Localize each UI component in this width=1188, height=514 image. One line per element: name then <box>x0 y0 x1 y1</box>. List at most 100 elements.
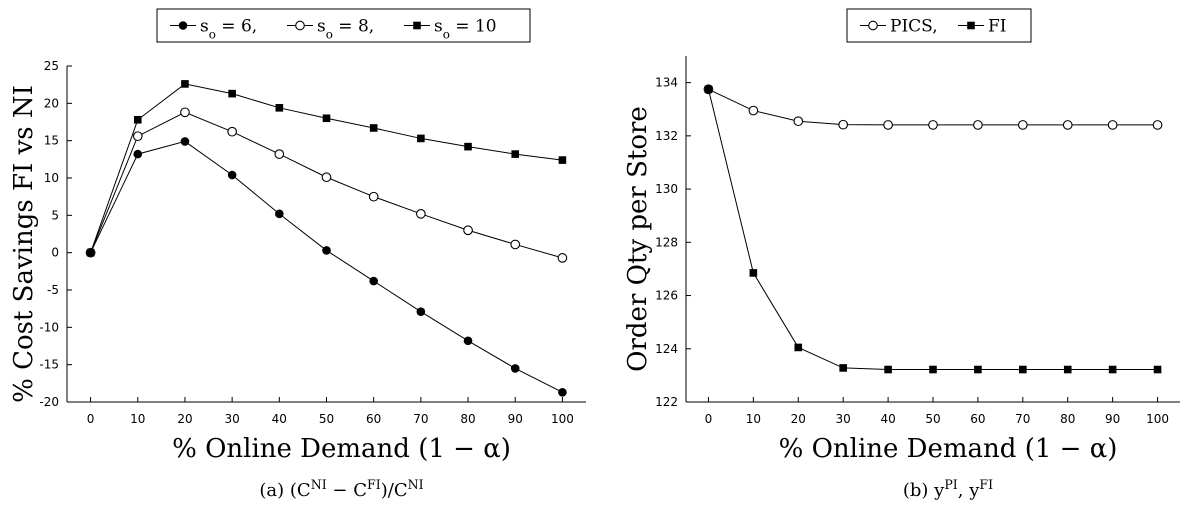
legend-label: PICS, <box>890 17 938 37</box>
data-point <box>928 120 938 130</box>
y-tick-label: 5 <box>51 208 59 222</box>
x-tick-label: 100 <box>551 412 574 426</box>
data-point <box>838 119 849 130</box>
y-tick-label: 25 <box>44 59 59 73</box>
y-tick-label: 124 <box>655 342 678 356</box>
data-point <box>1019 365 1027 374</box>
data-point <box>321 172 332 183</box>
data-point <box>464 142 472 151</box>
legend-label: so = 8, <box>317 17 374 42</box>
data-point <box>704 85 713 94</box>
data-point <box>974 365 982 374</box>
data-point <box>368 191 379 202</box>
chart-caption: (b) yPI, yFI <box>903 477 993 502</box>
data-point <box>274 149 285 159</box>
legend: so = 6, so = 8, so = 10 <box>156 8 531 43</box>
data-point <box>416 307 426 316</box>
data-point <box>558 156 567 164</box>
y-tick-label: -15 <box>39 358 59 372</box>
data-point <box>86 248 95 257</box>
y-tick-label: 132 <box>655 129 678 143</box>
series-markers-2 <box>85 107 568 263</box>
y-tick-label: 126 <box>655 289 678 303</box>
x-axis-label: % Online Demand (1 − α) <box>779 434 1118 464</box>
x-tick-label: 40 <box>880 412 895 426</box>
y-tick-label: -5 <box>47 283 59 297</box>
data-point <box>322 114 331 123</box>
chart-b: 122 124 126 128 130 132 134 0 10 20 30 40 50 60 70 80 90… <box>623 8 1180 502</box>
data-point <box>295 20 305 31</box>
y-tick-label: 0 <box>51 246 59 260</box>
series-markers-3 <box>86 80 567 257</box>
x-tick-label: 50 <box>319 412 334 426</box>
x-tick-label: 60 <box>970 412 985 426</box>
data-point <box>369 124 378 132</box>
x-tick-label: 80 <box>1060 412 1075 426</box>
data-point <box>748 105 759 116</box>
data-point <box>416 208 426 219</box>
x-tick-label: 40 <box>272 412 287 426</box>
data-point <box>794 343 803 352</box>
x-tick-label: 70 <box>1015 412 1030 426</box>
y-axis-label: Order Qty per Store <box>623 106 653 372</box>
data-point <box>510 239 521 250</box>
series-markers-1 <box>703 84 1163 130</box>
data-point <box>133 115 142 124</box>
data-point <box>133 149 143 159</box>
x-tick-label: 100 <box>1146 412 1169 426</box>
y-tick-label: 128 <box>655 235 678 249</box>
x-tick-label: 60 <box>366 412 381 426</box>
y-tick-label: 15 <box>44 134 59 148</box>
legend-box <box>156 8 531 43</box>
y-tick-label: -20 <box>39 395 59 409</box>
x-tick-label: 30 <box>224 412 239 426</box>
data-point <box>839 364 847 372</box>
y-axis-label: % Cost Savings FI vs NI <box>9 85 39 403</box>
data-point <box>463 225 473 236</box>
data-point <box>180 137 190 146</box>
x-tick-label: 90 <box>1105 412 1120 426</box>
y-tick-label: 10 <box>44 171 59 185</box>
series-markers-2 <box>704 85 1162 374</box>
data-point <box>369 276 378 286</box>
x-tick-label: 20 <box>791 412 806 426</box>
data-point <box>973 120 983 130</box>
y-tick-label: 130 <box>655 182 678 196</box>
x-tick-label: 0 <box>705 412 713 426</box>
data-point <box>557 253 568 263</box>
data-point <box>868 20 878 31</box>
legend-label: so = 10 <box>434 17 497 42</box>
data-point <box>181 80 189 88</box>
x-axis-label: % Online Demand (1 − α) <box>172 434 511 464</box>
data-point <box>1108 365 1117 374</box>
data-point <box>510 364 520 373</box>
data-point <box>275 209 284 219</box>
data-point <box>1017 120 1028 130</box>
chart-caption: (a) (CNI − CFI)/CNI <box>259 477 423 502</box>
x-tick-label: 80 <box>460 412 475 426</box>
data-point <box>1152 120 1163 130</box>
data-point <box>929 365 937 374</box>
legend: PICS, FI <box>846 8 1032 43</box>
data-point <box>884 365 892 374</box>
data-point <box>558 387 567 397</box>
data-point <box>1153 365 1162 374</box>
series-line-3 <box>90 83 563 253</box>
y-tick-label: 134 <box>655 76 678 90</box>
data-point <box>228 89 236 98</box>
data-point <box>178 21 188 30</box>
x-tick-label: 50 <box>925 412 940 426</box>
data-point <box>417 134 425 143</box>
data-point <box>227 126 237 137</box>
data-point <box>511 150 520 158</box>
x-tick-label: 30 <box>836 412 851 426</box>
series-line-2 <box>707 89 1158 371</box>
data-point <box>413 21 421 30</box>
x-tick-label: 90 <box>508 412 523 426</box>
data-point <box>180 107 190 118</box>
data-point <box>883 120 893 130</box>
x-tick-label: 20 <box>177 412 192 426</box>
data-point <box>275 104 284 112</box>
series-line-1 <box>708 88 1158 126</box>
data-point <box>1107 120 1118 130</box>
